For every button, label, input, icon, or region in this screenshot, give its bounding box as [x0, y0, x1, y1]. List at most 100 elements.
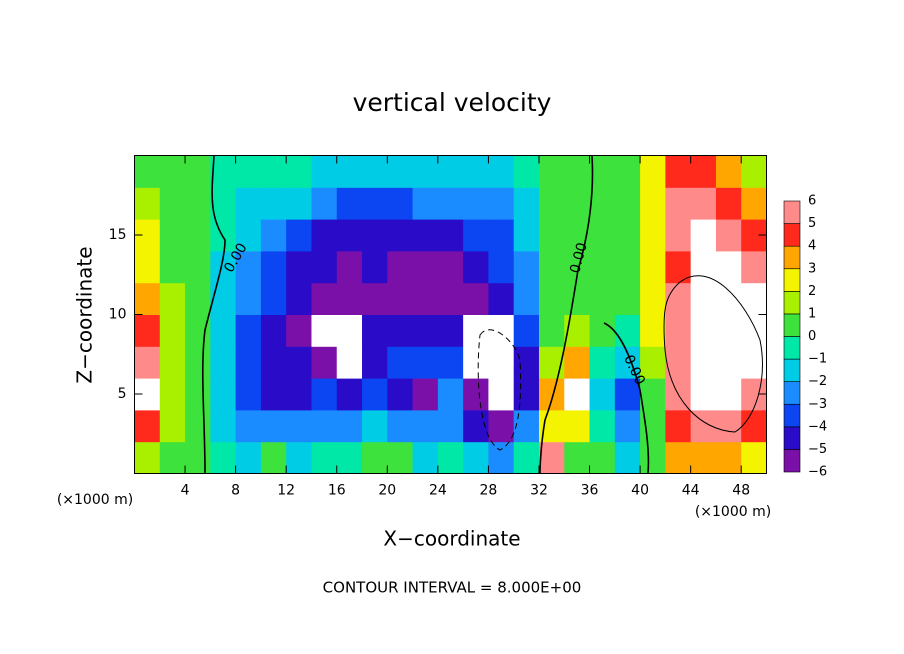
heatmap-cell	[336, 187, 363, 220]
heatmap-cell	[715, 155, 742, 188]
colorbar-label: 0	[808, 329, 816, 344]
heatmap-cell	[640, 155, 666, 188]
heatmap-cell	[564, 187, 591, 220]
heatmap-cell	[488, 346, 515, 379]
heatmap-cell	[412, 155, 439, 188]
heatmap-cell	[437, 282, 464, 315]
colorbar-label: −3	[808, 397, 827, 412]
contour-label: 0.00	[567, 241, 591, 275]
heatmap-cell	[564, 314, 591, 347]
heatmap-cell	[488, 314, 515, 347]
heatmap-cell	[311, 409, 338, 443]
x-axis-label: X−coordinate	[383, 527, 520, 551]
heatmap-cell	[260, 282, 287, 315]
heatmap-cell	[185, 155, 211, 188]
heatmap-cell	[311, 219, 338, 252]
heatmap-cell	[640, 250, 666, 284]
heatmap-cell	[235, 155, 262, 188]
heatmap-cell	[362, 314, 388, 347]
heatmap-cell	[640, 441, 666, 474]
heatmap-cell	[159, 314, 186, 347]
heatmap-cell	[665, 409, 692, 443]
heatmap-cell	[235, 346, 262, 379]
heatmap-cell	[437, 346, 464, 379]
heatmap-cell	[185, 187, 211, 220]
heatmap-cell	[210, 282, 237, 315]
heatmap-cell	[614, 314, 641, 347]
colorbar-label: 5	[808, 216, 816, 231]
heatmap-cell	[741, 250, 767, 284]
heatmap-cell	[488, 441, 515, 474]
colorbar-label: −5	[808, 442, 827, 457]
colorbar-segment	[783, 426, 801, 450]
heatmap-cell	[538, 378, 565, 411]
heatmap-cell	[159, 282, 186, 315]
heatmap-cell	[260, 314, 287, 347]
heatmap-cell	[362, 346, 388, 379]
heatmap-cell	[286, 250, 312, 284]
heatmap-cell	[513, 346, 540, 379]
colorbar-segment	[783, 449, 801, 473]
heatmap-cell	[412, 314, 439, 347]
colorbar-label: −4	[808, 419, 827, 434]
heatmap-cell	[513, 282, 540, 315]
heatmap-cell	[412, 282, 439, 315]
heatmap-cell	[513, 314, 540, 347]
heatmap-cell	[437, 187, 464, 220]
heatmap-cell	[336, 378, 363, 411]
heatmap-cell	[614, 409, 641, 443]
heatmap-cell	[311, 155, 338, 188]
chart-title: vertical velocity	[353, 88, 552, 117]
heatmap-cell	[488, 282, 515, 315]
heatmap-cell	[488, 155, 515, 188]
heatmap-cell	[690, 378, 717, 411]
colorbar-label: −1	[808, 352, 827, 367]
heatmap-cell	[589, 346, 616, 379]
heatmap-cell	[513, 409, 540, 443]
heatmap-cell	[488, 378, 515, 411]
x-tick-label: 40	[631, 483, 649, 499]
heatmap-cell	[463, 314, 489, 347]
contour-line	[477, 329, 522, 451]
x-unit-label: (×1000 m)	[57, 492, 133, 508]
colorbar-label: −6	[808, 465, 827, 480]
x-tick-label: 32	[530, 483, 548, 499]
heatmap-cell	[185, 314, 211, 347]
heatmap-cell	[185, 250, 211, 284]
heatmap-cell	[437, 155, 464, 188]
heatmap-cell	[286, 441, 312, 474]
y-axis-label: Z−coordinate	[73, 246, 97, 383]
heatmap-cell	[690, 155, 717, 188]
heatmap-cell	[437, 219, 464, 252]
heatmap-cell	[589, 441, 616, 474]
y-tick-label: 10	[109, 307, 127, 323]
heatmap-cell	[589, 378, 616, 411]
heatmap-cell	[286, 187, 312, 220]
heatmap-cell	[437, 378, 464, 411]
heatmap-cell	[387, 282, 414, 315]
heatmap-cell	[589, 314, 616, 347]
heatmap-cell	[412, 378, 439, 411]
heatmap-cell	[235, 378, 262, 411]
contour-line	[539, 155, 594, 474]
heatmap-cell	[538, 187, 565, 220]
heatmap-cell	[564, 155, 591, 188]
heatmap-cell	[387, 187, 414, 220]
heatmap-cell	[614, 282, 641, 315]
heatmap-cell	[362, 378, 388, 411]
heatmap-cell	[640, 346, 666, 379]
heatmap-cell	[362, 250, 388, 284]
heatmap-cell	[185, 409, 211, 443]
heatmap-cell	[412, 219, 439, 252]
heatmap-cell	[311, 346, 338, 379]
heatmap-cell	[665, 219, 692, 252]
colorbar-label: −2	[808, 374, 827, 389]
heatmap-cell	[589, 250, 616, 284]
heatmap-cell	[488, 250, 515, 284]
heatmap-cell	[387, 378, 414, 411]
heatmap-cell	[640, 314, 666, 347]
heatmap-cell	[513, 441, 540, 474]
x-tick-label: 4	[181, 483, 190, 499]
heatmap-cell	[387, 441, 414, 474]
heatmap-cell	[741, 187, 767, 220]
